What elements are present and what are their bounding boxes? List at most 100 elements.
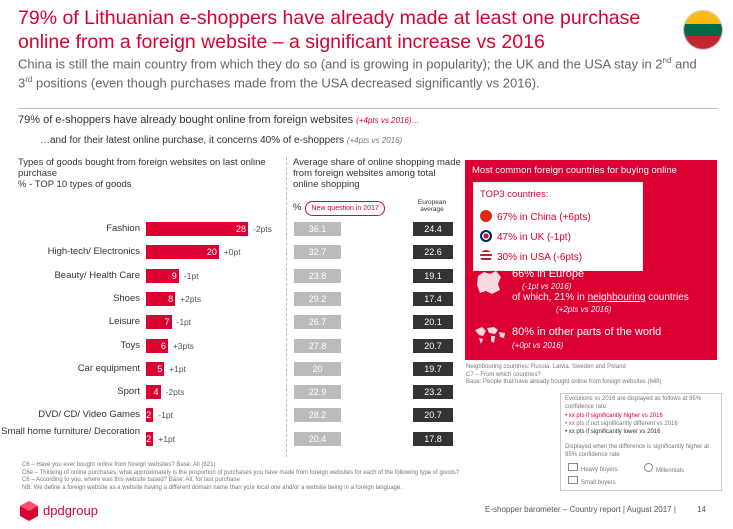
panel-title: Most common foreign countries for buying… xyxy=(472,165,677,176)
evolution-label: -2pts xyxy=(253,224,272,234)
bar: 4 xyxy=(146,385,161,400)
bar-value: 5 xyxy=(157,363,163,374)
page-title: 79% of Lithuanian e-shoppers have alread… xyxy=(18,7,641,53)
neighbouring-share: of which, 21% in neighbouring countries xyxy=(512,292,689,303)
bar: 9 xyxy=(146,268,179,283)
category-label: High-tech/ Electronics xyxy=(47,246,140,258)
avg-share-value: 26.7 xyxy=(294,315,341,330)
avg-share-value: 36.1 xyxy=(294,222,341,236)
bar-value: 8 xyxy=(168,293,174,304)
european-average-value: 19.1 xyxy=(413,268,453,283)
legend-evo-title: Evolutions vs 2016 are displayed as foll… xyxy=(565,396,702,410)
headline-latest-purchase: …and for their latest online purchase, i… xyxy=(40,135,403,146)
mid-header-pct: % New question in 2017 xyxy=(293,201,385,216)
bar-value: 2 xyxy=(146,433,152,444)
evolution-label: +3pts xyxy=(172,340,194,351)
bar-value: 4 xyxy=(153,387,159,398)
bar-value: 28 xyxy=(235,224,246,234)
avg-share-value: 20.4 xyxy=(294,431,341,446)
european-average-value: 20.1 xyxy=(413,315,453,330)
european-average-header: European average xyxy=(417,199,447,213)
avg-share-value: 32.7 xyxy=(294,245,341,260)
evolution-label: -2pts xyxy=(165,387,185,398)
european-average-value: 20.7 xyxy=(413,338,453,353)
category-label: Toys xyxy=(120,339,140,351)
european-average-value: 23.2 xyxy=(413,385,453,400)
bar-value: 2 xyxy=(146,410,152,421)
evolution-label: -1pt xyxy=(176,317,192,328)
bar-value: 20 xyxy=(206,247,217,258)
bar-value: 9 xyxy=(171,270,177,281)
footnotes: C6 – Have you ever bought online from fo… xyxy=(22,462,460,491)
avg-share-value: 28.2 xyxy=(294,408,341,423)
dpd-logo xyxy=(18,500,40,527)
country-usa: 30% in USA (-6pts) xyxy=(480,247,582,265)
legend-evo-lower: • xx pts if significantly lower vs 2016 xyxy=(565,429,661,435)
small-buyers-icon xyxy=(568,476,578,484)
evolution-label: +0pt xyxy=(223,247,241,258)
heavy-buyers-icon xyxy=(568,463,578,471)
usa-flag-icon xyxy=(480,249,492,262)
legend-evo-same: • xx pts if not significantly different … xyxy=(565,421,678,427)
world-share: 80% in other parts of the world xyxy=(512,326,662,338)
category-label: Car equipment xyxy=(77,362,140,374)
category-label: DVD/ CD/ Video Games xyxy=(38,409,140,421)
evolution-label: +1pt xyxy=(158,433,176,444)
category-label: Small home furniture/ Decoration xyxy=(1,425,140,437)
legend-evo-higher: • xx pts if significantly higher vs 2016 xyxy=(565,413,663,419)
bar: 8 xyxy=(146,291,176,306)
world-evolution: (+0pt vs 2016) xyxy=(512,341,564,350)
europe-evolution: (-1pt vs 2016) xyxy=(522,282,572,291)
millennials-legend: Millennials xyxy=(644,463,684,476)
uk-flag-icon xyxy=(480,229,492,242)
top3-box: TOP3 countries: 67% in China (+6pts) 47%… xyxy=(473,182,643,271)
european-average-value: 17.4 xyxy=(413,291,453,306)
report-info: E-shopper barometer – Country report | A… xyxy=(485,505,676,514)
legend-diff-title: Displayed when the difference is signifi… xyxy=(565,444,709,458)
country-uk: 47% in UK (-1pt) xyxy=(480,227,571,245)
european-average-value: 22.6 xyxy=(413,245,453,260)
world-map-icon xyxy=(473,324,507,351)
page-number: 14 xyxy=(697,505,706,514)
legend-box xyxy=(560,393,722,491)
europe-map-icon xyxy=(474,268,504,303)
bar: 28 xyxy=(146,222,248,236)
brand-name: dpdgroup xyxy=(43,503,98,518)
small-buyers-legend: Small buyers xyxy=(568,476,616,488)
headline-foreign-purchase: 79% of e-shoppers have already bought on… xyxy=(18,114,420,126)
left-header: Types of goods bought from foreign websi… xyxy=(18,157,266,190)
bar: 2 xyxy=(146,408,154,423)
dpd-cube-icon xyxy=(20,501,38,521)
category-label: Leisure xyxy=(108,316,140,328)
bar: 5 xyxy=(146,361,165,376)
bar: 7 xyxy=(146,315,172,330)
avg-share-value: 27.8 xyxy=(294,338,341,353)
mid-header: Average share of online shopping made fr… xyxy=(293,157,461,190)
europe-share: 66% in Europe xyxy=(512,268,585,280)
category-label: Shoes xyxy=(113,292,140,304)
neighbour-note: Neighbouring countries: Russia, Latvia, … xyxy=(466,364,662,385)
category-label: Beauty/ Health Care xyxy=(54,269,140,281)
european-average-value: 24.4 xyxy=(413,222,453,236)
bar: 20 xyxy=(146,245,219,260)
bar-value: 7 xyxy=(164,317,170,328)
european-average-value: 19.7 xyxy=(413,361,453,376)
european-average-value: 17.8 xyxy=(413,431,453,446)
millennials-icon xyxy=(644,463,653,472)
european-average-value: 20.7 xyxy=(413,408,453,423)
top3-label: TOP3 countries: xyxy=(480,189,549,200)
evolution-label: +1pt xyxy=(169,363,186,374)
column-divider xyxy=(286,157,287,457)
avg-share-value: 22.9 xyxy=(294,385,341,400)
new-question-badge: New question in 2017 xyxy=(305,201,385,216)
evolution-label: -1pt xyxy=(183,270,199,281)
heavy-buyers-legend: Heavy buyers xyxy=(568,463,618,475)
avg-share-value: 20 xyxy=(294,361,341,376)
category-label: Sport xyxy=(117,386,140,398)
divider xyxy=(18,108,718,109)
lithuania-flag-icon xyxy=(683,10,723,50)
china-flag-icon xyxy=(480,209,492,222)
neighbouring-evolution: (+2pts vs 2016) xyxy=(556,305,612,314)
bar: 2 xyxy=(146,431,154,446)
evolution-label: +2pts xyxy=(180,293,202,304)
